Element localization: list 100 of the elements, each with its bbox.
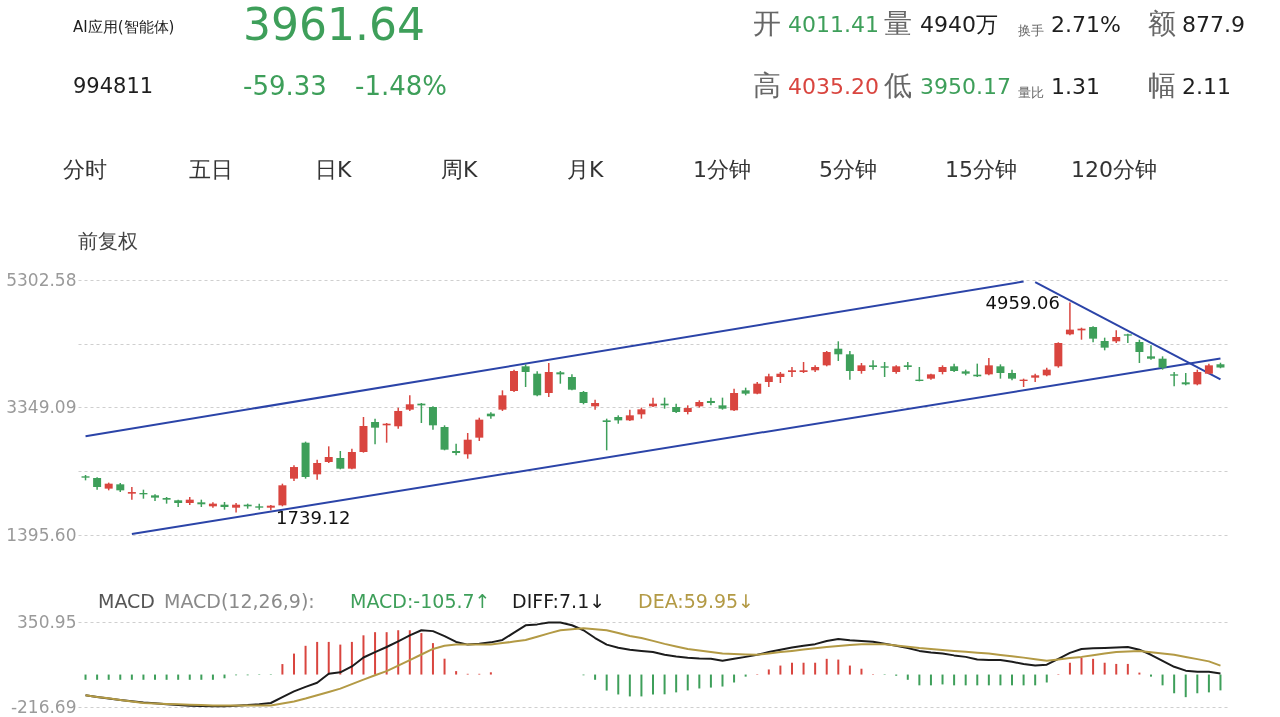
text: 4011.41 — [788, 12, 879, 37]
bar — [119, 674, 122, 680]
bar — [362, 635, 365, 675]
candlestick — [845, 350, 854, 381]
bar — [640, 674, 643, 697]
text: -1.48% — [355, 71, 447, 101]
bar — [709, 674, 712, 688]
bar — [594, 674, 597, 680]
series-label: DIFF:7.1↓ — [512, 590, 606, 612]
bar — [316, 641, 319, 675]
candlestick — [313, 458, 322, 481]
candlestick — [533, 370, 542, 398]
text: 幅 — [1148, 69, 1176, 102]
candlestick — [869, 359, 878, 371]
text: 15分钟 — [945, 157, 1017, 182]
bar — [1115, 663, 1118, 675]
text: 877.9 — [1182, 12, 1245, 37]
bar — [200, 674, 203, 680]
text: 4035.20 — [788, 74, 879, 99]
candlestick — [371, 417, 380, 446]
bar — [96, 674, 99, 680]
candlestick — [730, 387, 739, 412]
bar — [1207, 674, 1210, 693]
bar — [304, 645, 307, 675]
bar — [292, 653, 295, 675]
candlestick — [463, 432, 472, 460]
candlestick — [278, 482, 287, 508]
candlestick — [544, 362, 553, 398]
candlestick — [1146, 344, 1155, 361]
bar — [154, 674, 157, 680]
text: 周K — [441, 157, 478, 182]
candlestick — [510, 368, 519, 393]
chart-subtitle: MACD(12,26,9): — [164, 590, 315, 612]
bar — [605, 674, 608, 691]
bar — [825, 658, 828, 675]
bar — [1149, 674, 1152, 677]
text: 五日 — [189, 157, 233, 182]
bar — [165, 674, 168, 680]
candlestick — [787, 366, 796, 378]
bar — [721, 674, 724, 687]
text: 量 — [884, 7, 912, 40]
bar — [1161, 674, 1164, 686]
bar — [489, 672, 492, 675]
text: 量比 — [1018, 85, 1044, 100]
candlestick — [475, 416, 484, 442]
series-label: MACD:-105.7↑ — [350, 590, 491, 612]
candlestick — [428, 405, 437, 431]
y-tick-label: 350.95 — [17, 611, 77, 632]
bar — [188, 674, 191, 680]
text: 120分钟 — [1071, 157, 1157, 182]
chart-title: MACD — [98, 590, 155, 612]
bar — [814, 662, 817, 675]
bar — [987, 674, 990, 686]
candlestick — [440, 424, 449, 452]
bar — [837, 659, 840, 675]
text: 低 — [884, 69, 912, 102]
bar — [941, 674, 944, 685]
bar — [698, 674, 701, 689]
bar — [663, 674, 666, 695]
bar — [1092, 658, 1095, 675]
bar — [281, 664, 284, 675]
bar — [142, 674, 145, 680]
series-label: DEA:59.95↓ — [638, 590, 755, 612]
bar — [177, 674, 180, 680]
text: 1分钟 — [693, 157, 751, 182]
bar — [1219, 674, 1222, 691]
bar — [107, 674, 110, 680]
y-tick-label: 3349.09 — [6, 397, 77, 417]
text: 前复权 — [78, 229, 138, 253]
text: 开 — [753, 7, 781, 40]
candlestick — [1112, 329, 1121, 344]
bar — [1080, 657, 1083, 675]
text: 高 — [753, 69, 781, 102]
bar — [767, 669, 770, 675]
bar — [455, 671, 458, 675]
text: 2.71% — [1051, 12, 1121, 37]
bar — [802, 662, 805, 675]
bar — [617, 674, 620, 695]
bar — [1126, 663, 1129, 675]
text: 3950.17 — [920, 74, 1011, 99]
candlestick — [498, 389, 507, 412]
candlestick — [1135, 338, 1144, 364]
bar — [211, 674, 214, 680]
candlestick — [602, 417, 611, 452]
bar — [929, 674, 932, 686]
bar — [790, 662, 793, 675]
candlestick — [903, 361, 912, 371]
bar — [652, 674, 654, 695]
bar — [327, 641, 330, 675]
bar — [848, 665, 851, 675]
candlestick — [232, 502, 241, 514]
bar — [953, 674, 956, 686]
bar — [744, 674, 747, 677]
candlestick — [1054, 341, 1063, 369]
bar — [420, 633, 423, 675]
text: 1.31 — [1051, 74, 1100, 99]
bar — [860, 668, 863, 675]
bar — [1196, 674, 1199, 694]
bar — [628, 674, 631, 697]
bar — [906, 674, 909, 680]
